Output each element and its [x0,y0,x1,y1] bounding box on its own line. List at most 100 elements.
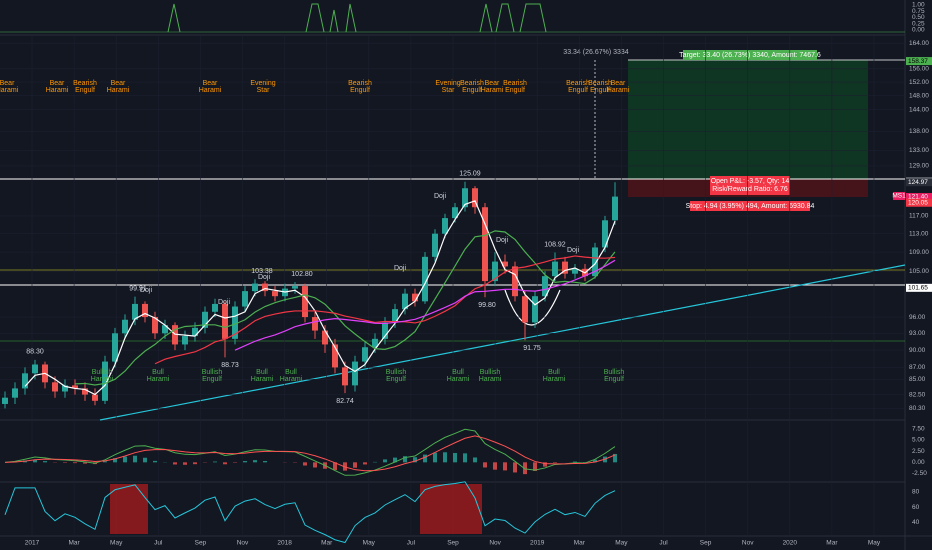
macd-histogram [493,462,497,470]
doji-label: Doji [394,265,407,272]
candle-body [112,333,118,362]
pattern-label: Harami [199,87,222,94]
x-tick-label: Mar [826,540,838,547]
pattern-label: Harami [46,87,69,94]
extreme-label: 99.80 [478,302,496,309]
y-tick-label: 96.00 [909,314,926,321]
pattern-label: Engulf [568,87,588,94]
price-scale-box [906,283,932,292]
macd-histogram [593,459,597,463]
price-scale-box [906,178,932,187]
price-scale-label: 120.05 [908,199,928,206]
macd-histogram [413,457,417,463]
x-tick-label: 2018 [277,540,292,547]
macd-histogram [333,462,337,471]
pattern-label: Bullish [386,369,407,376]
x-tick-label: Jul [407,540,416,547]
macd-histogram [173,462,177,465]
macd-tick-label: 5.00 [912,437,925,444]
candle-body [192,327,198,337]
candle-body [382,322,388,339]
candle-body [322,330,328,345]
macd-tick-label: -2.50 [912,470,927,477]
pattern-label: Engulf [505,87,525,94]
rsi-line [4,481,616,544]
pattern-label: Bull [452,369,464,376]
price-scale-box [906,57,932,66]
candle-body [352,361,358,386]
pattern-label: Bear [0,80,15,87]
extreme-label: 102.80 [291,271,313,278]
pattern-label: Harami [107,87,130,94]
macd-tick-label: 2.50 [912,448,925,455]
rsi-overbought-zone [110,484,148,534]
macd-histogram [33,459,37,463]
x-tick-label: Jul [659,540,668,547]
rr-label: Risk/Reward Ratio: 6.76 [712,186,788,193]
y-tick-label: 138.00 [909,128,929,135]
candle-body [152,317,158,334]
pattern-label: Engulf [75,87,95,94]
macd-histogram [193,462,197,465]
candle-body [12,388,18,398]
extreme-label: 91.75 [523,345,541,352]
macd-histogram [83,462,87,464]
cup-curve [504,289,561,326]
macd-histogram [433,452,437,463]
top-tick-label: 0.50 [912,14,925,21]
macd-histogram [143,457,147,463]
pattern-label: Harami [543,376,566,383]
macd-tick-label: 0.00 [912,459,925,466]
price-scale-label: 158.37 [908,58,928,65]
macd-histogram [573,461,577,463]
macd-histogram [483,462,487,468]
macd-histogram [353,462,357,468]
candle-body [222,303,228,339]
x-tick-label: May [363,540,376,547]
candle-body [492,261,498,282]
pattern-label: Bearish [566,80,590,87]
candle-body [402,293,408,310]
candle-body [132,303,138,320]
macd-line [4,428,616,476]
candle-body [272,291,278,297]
macd-histogram [513,462,517,473]
doji-label: Doji [218,299,231,306]
candle-body [2,397,8,404]
x-tick-label: May [615,540,628,547]
pattern-label: Harami [0,87,19,94]
y-tick-label: 87.00 [909,364,926,371]
y-tick-label: 90.00 [909,347,926,354]
x-tick-label: May [868,540,881,547]
price-scale-label: 121.40 [908,194,928,201]
macd-histogram [73,462,77,464]
candle-body [592,247,598,277]
x-tick-label: Mar [68,540,80,547]
candle-body [82,388,88,395]
candle-body [92,394,98,401]
candle-body [292,286,298,289]
candle-body [262,283,268,292]
candle-body [162,325,168,334]
candle-body [362,347,368,362]
y-tick-label: 156.00 [909,65,929,72]
extreme-label: 108.92 [544,241,566,248]
rsi-tick-label: 40 [912,519,920,526]
macd-histogram [473,457,477,463]
x-tick-label: 2017 [25,540,40,547]
pattern-label: Bear [50,80,65,87]
price-scale-box [906,193,932,202]
price-scale-label: 101.65 [908,285,928,292]
candle-body [342,367,348,386]
trendline [99,264,906,421]
candle-body [482,207,488,282]
macd-tick-label: 7.50 [912,425,925,432]
candle-body [522,296,528,323]
pattern-label: Bear [111,80,126,87]
x-tick-label: Mar [321,540,333,547]
extreme-label: 82.74 [336,398,354,405]
y-tick-label: 164.00 [909,40,929,47]
pattern-label: Harami [280,376,303,383]
candle-body [532,296,538,323]
